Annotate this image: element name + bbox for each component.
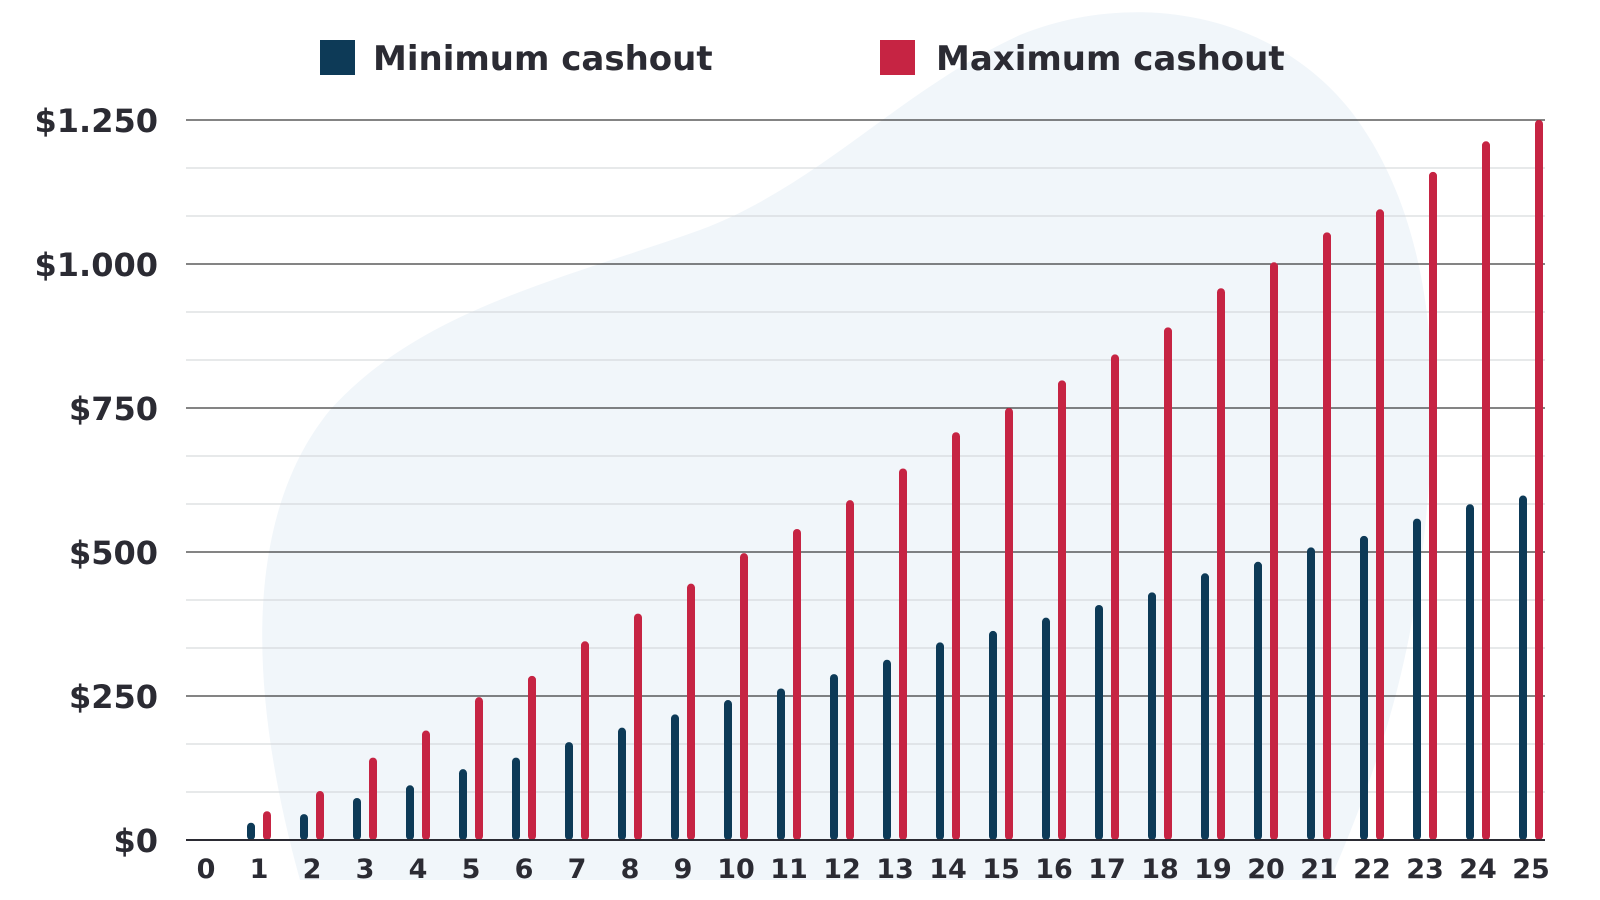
min-cashout-bar-19 xyxy=(1201,573,1209,840)
x-tick-label: 0 xyxy=(197,854,216,885)
legend-swatch-maximum xyxy=(880,40,915,75)
x-tick-label: 23 xyxy=(1406,854,1444,885)
max-cashout-bar-13 xyxy=(899,468,907,840)
x-axis-labels: 0 1 2 3 4 5 6 7 8 9 10 11 12 13 14 15 16 17 18 19 20 21 22 23 24… xyxy=(197,854,1550,885)
x-tick-label: 5 xyxy=(462,854,481,885)
min-cashout-bar-13 xyxy=(883,659,891,840)
y-tick-label: $250 xyxy=(69,678,158,716)
min-cashout-bar-25 xyxy=(1519,495,1527,840)
x-tick-label: 10 xyxy=(717,854,755,885)
x-tick-label: 3 xyxy=(356,854,375,885)
max-cashout-bar-23 xyxy=(1429,171,1437,841)
legend-swatch-minimum xyxy=(320,40,355,75)
x-tick-label: 22 xyxy=(1353,854,1391,885)
max-cashout-bar-8 xyxy=(634,613,642,840)
legend-label-minimum: Minimum cashout xyxy=(373,39,713,79)
min-cashout-bar-4 xyxy=(406,785,414,840)
max-cashout-bar-14 xyxy=(952,432,960,840)
max-cashout-bar-1 xyxy=(263,811,271,840)
x-tick-label: 20 xyxy=(1247,854,1285,885)
min-cashout-bar-23 xyxy=(1413,518,1421,840)
y-tick-label: $1.000 xyxy=(35,246,158,284)
grid-layer xyxy=(186,119,1545,793)
max-cashout-bar-24 xyxy=(1482,141,1490,840)
max-cashout-bar-9 xyxy=(687,583,695,840)
min-cashout-bar-24 xyxy=(1466,504,1474,840)
x-tick-label: 18 xyxy=(1141,854,1179,885)
max-cashout-bar-12 xyxy=(846,500,854,840)
max-cashout-bar-18 xyxy=(1164,327,1172,840)
min-cashout-bar-16 xyxy=(1042,617,1050,840)
min-cashout-bar-10 xyxy=(724,700,732,840)
min-cashout-bar-8 xyxy=(618,727,626,840)
min-cashout-bar-5 xyxy=(459,769,467,840)
min-cashout-bar-14 xyxy=(936,642,944,840)
min-cashout-bar-9 xyxy=(671,714,679,840)
min-cashout-bar-3 xyxy=(353,797,361,840)
x-tick-label: 14 xyxy=(929,854,967,885)
max-cashout-bar-17 xyxy=(1111,354,1119,840)
max-cashout-bar-20 xyxy=(1270,262,1278,841)
min-cashout-bar-12 xyxy=(830,674,838,840)
min-cashout-bar-20 xyxy=(1254,561,1262,840)
max-cashout-bar-21 xyxy=(1323,232,1331,840)
max-cashout-bar-7 xyxy=(581,641,589,840)
min-cashout-bar-11 xyxy=(777,688,785,840)
max-cashout-bar-2 xyxy=(316,791,324,840)
max-cashout-bar-5 xyxy=(475,697,483,840)
max-cashout-bar-15 xyxy=(1005,408,1013,840)
x-tick-label: 1 xyxy=(250,854,269,885)
x-tick-label: 25 xyxy=(1512,854,1550,885)
y-tick-label: $1.250 xyxy=(35,102,158,140)
y-tick-label: $0 xyxy=(113,822,158,860)
legend: Minimum cashout Maximum cashout xyxy=(320,39,1285,79)
x-tick-label: 17 xyxy=(1088,854,1126,885)
x-tick-label: 6 xyxy=(515,854,534,885)
min-cashout-bar-17 xyxy=(1095,604,1103,840)
max-cashout-bar-10 xyxy=(740,553,748,840)
x-tick-label: 2 xyxy=(303,854,322,885)
x-tick-label: 21 xyxy=(1300,854,1338,885)
x-tick-label: 7 xyxy=(568,854,587,885)
x-tick-label: 9 xyxy=(674,854,693,885)
x-tick-label: 4 xyxy=(409,854,428,885)
x-tick-label: 8 xyxy=(621,854,640,885)
min-cashout-bar-1 xyxy=(247,822,255,840)
max-cashout-bar-19 xyxy=(1217,288,1225,840)
max-cashout-bar-3 xyxy=(369,757,377,840)
x-tick-label: 13 xyxy=(876,854,914,885)
background-blob xyxy=(262,12,1433,880)
y-tick-label: $750 xyxy=(69,390,158,428)
max-cashout-bar-11 xyxy=(793,528,801,840)
min-cashout-bar-7 xyxy=(565,742,573,840)
x-tick-label: 16 xyxy=(1035,854,1073,885)
x-tick-label: 15 xyxy=(982,854,1020,885)
x-tick-label: 11 xyxy=(770,854,808,885)
max-cashout-bar-22 xyxy=(1376,209,1384,840)
max-cashout-bar-16 xyxy=(1058,380,1066,840)
y-axis-labels: $0 $250 $500 $750 $1.000 $1.250 xyxy=(35,102,158,860)
max-cashout-bar-4 xyxy=(422,730,430,840)
min-cashout-bar-6 xyxy=(512,757,520,840)
x-tick-label: 12 xyxy=(823,854,861,885)
max-cashout-bar-25 xyxy=(1535,120,1543,840)
x-tick-label: 19 xyxy=(1194,854,1232,885)
min-cashout-bar-2 xyxy=(300,814,308,840)
legend-label-maximum: Maximum cashout xyxy=(936,39,1285,79)
min-cashout-bar-21 xyxy=(1307,547,1315,840)
min-cashout-bar-22 xyxy=(1360,535,1368,840)
max-cashout-bar-6 xyxy=(528,675,536,840)
x-tick-label: 24 xyxy=(1459,854,1497,885)
min-cashout-bar-15 xyxy=(989,630,997,840)
min-cashout-bar-18 xyxy=(1148,592,1156,840)
y-tick-label: $500 xyxy=(69,534,158,572)
bars-layer xyxy=(247,120,1543,841)
